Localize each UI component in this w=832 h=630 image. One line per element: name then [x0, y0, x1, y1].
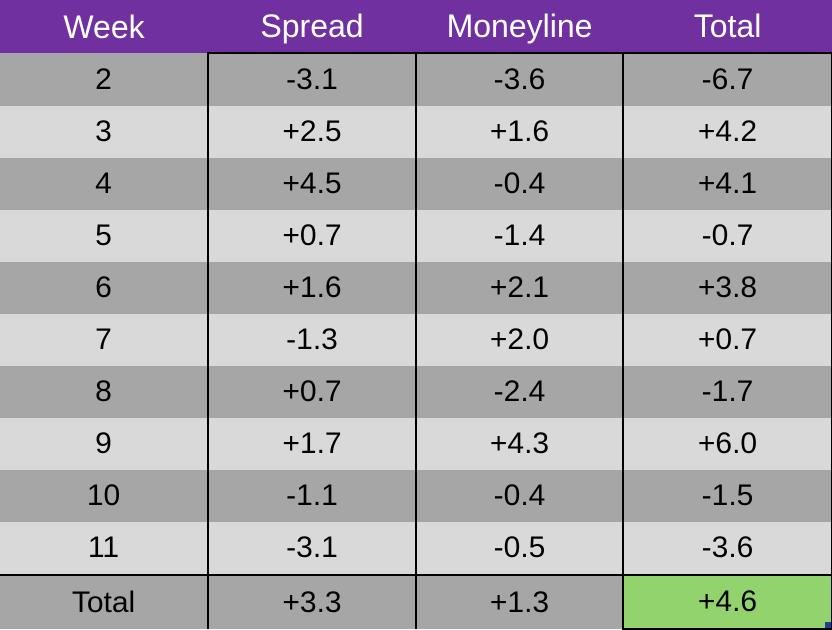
moneyline-cell[interactable]: +4.3	[415, 418, 623, 470]
total-moneyline-cell[interactable]: +1.3	[415, 574, 623, 629]
fill-handle-icon[interactable]	[825, 622, 831, 628]
spread-cell[interactable]: +0.7	[207, 210, 416, 262]
spread-cell[interactable]: +4.5	[207, 158, 416, 210]
table-row: 3 +2.5 +1.6 +4.2	[0, 106, 832, 158]
moneyline-cell[interactable]: -0.4	[415, 470, 623, 522]
moneyline-cell[interactable]: +2.0	[415, 314, 623, 366]
moneyline-cell[interactable]: +1.6	[415, 106, 623, 158]
total-row: Total +3.3 +1.3 +4.6	[0, 574, 832, 630]
total-cell[interactable]: +0.7	[622, 314, 832, 366]
total-cell[interactable]: -3.6	[622, 522, 832, 575]
spread-cell[interactable]: +1.6	[207, 262, 416, 314]
table-row: 4 +4.5 -0.4 +4.1	[0, 158, 832, 210]
header-total[interactable]: Total	[623, 0, 832, 53]
moneyline-cell[interactable]: -0.4	[415, 158, 623, 210]
table-row: 8 +0.7 -2.4 -1.7	[0, 366, 832, 418]
week-cell[interactable]: 10	[0, 470, 208, 522]
moneyline-cell[interactable]: +2.1	[415, 262, 623, 314]
table-row: 5 +0.7 -1.4 -0.7	[0, 210, 832, 262]
table-row: 10 -1.1 -0.4 -1.5	[0, 470, 832, 522]
spread-cell[interactable]: +1.7	[207, 418, 416, 470]
week-cell[interactable]: 9	[0, 418, 208, 470]
table-row: 9 +1.7 +4.3 +6.0	[0, 418, 832, 470]
moneyline-cell[interactable]: -3.6	[415, 52, 623, 106]
header-moneyline[interactable]: Moneyline	[416, 0, 623, 53]
week-cell[interactable]: 8	[0, 366, 208, 418]
total-cell[interactable]: -1.5	[622, 470, 832, 522]
week-cell[interactable]: 2	[0, 53, 208, 106]
total-cell[interactable]: -1.7	[622, 366, 832, 418]
table-row: 2 -3.1 -3.6 -6.7	[0, 52, 832, 106]
week-cell[interactable]: 11	[0, 522, 208, 575]
spread-cell[interactable]: +0.7	[207, 366, 416, 418]
week-cell[interactable]: 4	[0, 158, 208, 210]
total-label-cell[interactable]: Total	[0, 574, 208, 629]
week-cell[interactable]: 6	[0, 262, 208, 314]
total-spread-cell[interactable]: +3.3	[207, 574, 416, 629]
header-spread[interactable]: Spread	[208, 0, 416, 53]
week-cell[interactable]: 7	[0, 314, 208, 366]
spread-cell[interactable]: -3.1	[207, 52, 416, 106]
grand-total-value: +4.6	[697, 585, 758, 618]
grand-total-cell[interactable]: +4.6	[622, 574, 832, 630]
table-row: 11 -3.1 -0.5 -3.6	[0, 522, 832, 575]
spread-cell[interactable]: -1.1	[207, 470, 416, 522]
moneyline-cell[interactable]: -1.4	[415, 210, 623, 262]
spread-cell[interactable]: +2.5	[207, 106, 416, 158]
header-row: Week Spread Moneyline Total	[0, 0, 832, 53]
table-row: 6 +1.6 +2.1 +3.8	[0, 262, 832, 314]
total-cell[interactable]: +3.8	[622, 262, 832, 314]
week-cell[interactable]: 5	[0, 210, 208, 262]
total-cell[interactable]: -0.7	[622, 210, 832, 262]
table-row: 7 -1.3 +2.0 +0.7	[0, 314, 832, 366]
total-cell[interactable]: -6.7	[622, 52, 832, 106]
spread-cell[interactable]: -1.3	[207, 314, 416, 366]
header-week[interactable]: Week	[0, 0, 208, 53]
total-cell[interactable]: +4.2	[622, 106, 832, 158]
week-cell[interactable]: 3	[0, 106, 208, 158]
spread-cell[interactable]: -3.1	[207, 522, 416, 575]
moneyline-cell[interactable]: -2.4	[415, 366, 623, 418]
moneyline-cell[interactable]: -0.5	[415, 522, 623, 575]
total-cell[interactable]: +4.1	[622, 158, 832, 210]
total-cell[interactable]: +6.0	[622, 418, 832, 470]
